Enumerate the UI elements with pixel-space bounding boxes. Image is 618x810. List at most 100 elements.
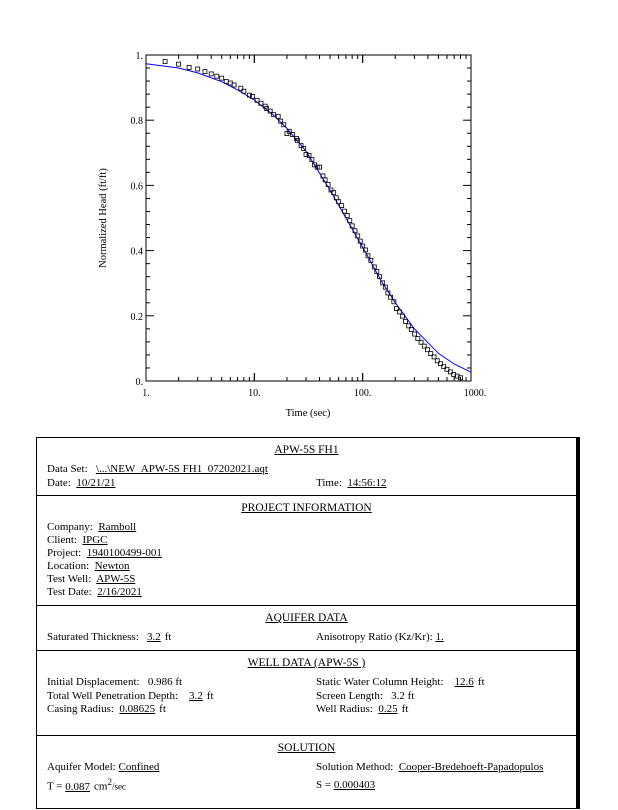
data-point <box>382 284 388 290</box>
storativity-value: 0.000403 <box>333 779 376 791</box>
data-point <box>336 199 342 205</box>
static-label: Static Water Column Height: <box>316 676 444 688</box>
unit: ft <box>477 676 485 688</box>
well-radius-value: 0.25 <box>378 703 398 715</box>
data-point <box>428 351 434 357</box>
data-point <box>328 187 334 193</box>
y-tick-label: 0.6 <box>131 181 144 192</box>
screen-label: Screen Length: <box>316 690 383 702</box>
data-point <box>447 369 453 375</box>
report-panel: APW-5S FH1 Data Set: \...\NEW_APW-5S FH1… <box>36 437 578 809</box>
data-point <box>415 336 421 342</box>
data-point <box>421 343 427 349</box>
data-point <box>352 228 358 234</box>
penetration-label: Total Well Penetration Depth: <box>47 690 179 702</box>
report-title: APW-5S FH1 <box>274 444 339 456</box>
data-point <box>186 64 192 70</box>
data-point <box>271 111 276 117</box>
data-point <box>301 146 307 151</box>
data-point <box>385 290 391 296</box>
unit: ft <box>159 703 166 715</box>
y-tick-label: 0.4 <box>131 247 144 258</box>
data-point <box>325 182 331 187</box>
type-curve-chart: 0. 0.2 0.4 0.6 0.8 1. 1. 10. 100. 1000. Normalize… <box>98 51 487 419</box>
solution-method-label: Solution Method: <box>316 761 394 773</box>
aquifer-section: AQUIFER DATA Saturated Thickness: 3.2 ft … <box>37 605 576 651</box>
y-tick-label: 1. <box>136 51 144 62</box>
data-point <box>238 85 244 91</box>
client-label: Client: <box>47 534 77 546</box>
unit-exponent: 2 <box>107 777 112 787</box>
data-point <box>374 269 380 274</box>
data-point <box>380 280 386 286</box>
data-point <box>162 59 168 64</box>
location-label: Location: <box>47 560 90 572</box>
test-well-label: Test Well: <box>47 573 92 585</box>
solution-heading: SOLUTION <box>277 742 336 754</box>
data-point <box>425 347 430 353</box>
unit: ft <box>164 631 172 643</box>
data-point <box>438 361 443 367</box>
data-point <box>412 331 418 337</box>
data-point <box>208 71 214 77</box>
data-point <box>368 257 374 263</box>
data-point <box>444 366 450 372</box>
data-point <box>388 294 393 300</box>
data-point <box>333 195 339 201</box>
y-tick-label: 0.8 <box>131 116 144 127</box>
y-tick-label: 0. <box>136 377 144 388</box>
data-point <box>347 218 353 224</box>
data-point <box>396 309 402 315</box>
data-point <box>250 94 255 99</box>
data-point <box>365 253 371 259</box>
data-point <box>342 208 347 214</box>
storativity-label: S = <box>316 779 332 791</box>
data-point <box>441 364 447 370</box>
data-point <box>295 138 300 143</box>
data-point <box>219 75 225 81</box>
data-point <box>394 306 399 312</box>
data-point <box>298 143 304 149</box>
data-point <box>290 132 295 137</box>
casing-value: 0.08625 <box>119 703 156 715</box>
plot-frame <box>145 54 472 382</box>
init-disp-label: Initial Displacement: <box>47 676 140 688</box>
project-section: PROJECT INFORMATION Company: Ramboll Cli… <box>37 495 576 606</box>
time-label: Time: <box>316 477 342 489</box>
transmissivity-value: 0.087 <box>65 780 90 793</box>
data-point <box>286 128 292 134</box>
data-point <box>195 66 201 72</box>
data-point <box>267 108 273 114</box>
date-label: Date: <box>47 477 71 489</box>
data-set-label: Data Set: <box>47 463 88 475</box>
unit: cm <box>93 780 108 793</box>
casing-label: Casing Radius: <box>47 703 114 715</box>
unit: ft <box>206 690 214 702</box>
header-section: APW-5S FH1 Data Set: \...\NEW_APW-5S FH1… <box>37 438 576 496</box>
data-point <box>246 92 252 98</box>
data-point <box>371 264 377 270</box>
sat-thickness-value: 3.2 <box>147 631 161 643</box>
data-point <box>458 375 463 381</box>
anisotropy-label: Anisotropy Ratio (Kz/Kr): <box>316 631 433 643</box>
company-value: Ramboll <box>98 521 137 533</box>
data-point <box>408 327 414 332</box>
x-tick-label: 1000. <box>464 388 487 399</box>
transmissivity-label: T = <box>47 780 63 793</box>
client-value: IPGC <box>82 534 108 546</box>
aquifer-heading: AQUIFER DATA <box>265 612 348 624</box>
test-date-label: Test Date: <box>47 586 92 598</box>
screen-value: 3.2 <box>391 690 405 702</box>
data-point <box>360 243 366 249</box>
location-value: Newton <box>94 560 130 572</box>
sat-thickness-label: Saturated Thickness: <box>47 631 139 643</box>
data-point <box>314 164 320 170</box>
project-heading: PROJECT INFORMATION <box>241 502 372 514</box>
data-point <box>357 238 363 244</box>
well-section: WELL DATA (APW-5S ) Initial Displacement… <box>37 650 576 736</box>
project-value: 1940100499-001 <box>86 547 162 559</box>
solution-method-value: Cooper-Bredehoeft-Papadopulos <box>398 761 544 773</box>
data-point <box>202 69 208 75</box>
x-tick-label: 100. <box>354 388 372 399</box>
data-point <box>363 247 368 253</box>
